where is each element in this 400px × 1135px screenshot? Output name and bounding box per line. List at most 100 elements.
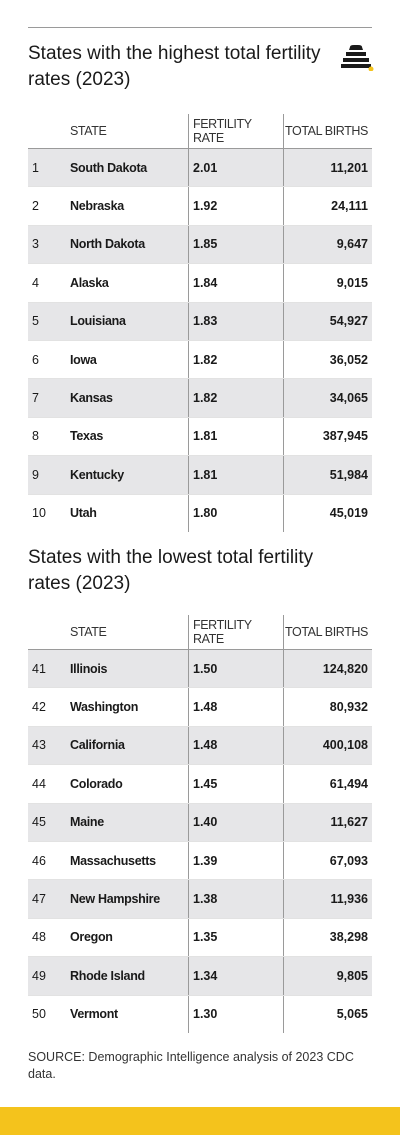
state-cell: Colorado bbox=[66, 764, 189, 804]
table-row: 5 Louisiana 1.83 54,927 bbox=[28, 302, 372, 341]
rank-cell: 48 bbox=[28, 918, 66, 958]
total-births-column-header: TOTAL BIRTHS bbox=[283, 114, 372, 149]
table-row: 41 Illinois 1.50 124,820 bbox=[28, 649, 372, 689]
total-births-cell: 36,052 bbox=[283, 340, 372, 380]
state-column-header: STATE bbox=[66, 615, 189, 650]
table-body: 41 Illinois 1.50 124,820 42 Washington 1.48 80,… bbox=[28, 649, 372, 1033]
rank-cell: 43 bbox=[28, 726, 66, 766]
fertility-rate-cell: 1.82 bbox=[188, 340, 284, 380]
state-cell: Kentucky bbox=[66, 455, 189, 495]
rank-cell: 1 bbox=[28, 148, 66, 188]
fertility-rate-cell: 2.01 bbox=[188, 148, 284, 188]
rank-cell: 42 bbox=[28, 687, 66, 727]
fertility-rate-cell: 1.38 bbox=[188, 879, 284, 919]
state-cell: Iowa bbox=[66, 340, 189, 380]
state-cell: Utah bbox=[66, 494, 189, 532]
rank-cell: 8 bbox=[28, 417, 66, 457]
state-cell: California bbox=[66, 726, 189, 766]
state-cell: Rhode Island bbox=[66, 956, 189, 996]
fertility-rate-cell: 1.50 bbox=[188, 649, 284, 689]
table-row: 45 Maine 1.40 11,627 bbox=[28, 803, 372, 842]
fertility-rate-cell: 1.81 bbox=[188, 417, 284, 457]
table-header-row: STATE FERTILITY RATE TOTAL BIRTHS bbox=[28, 615, 372, 650]
state-cell: Vermont bbox=[66, 995, 189, 1033]
rank-cell: 50 bbox=[32, 1007, 46, 1022]
table-row: 8 Texas 1.81 387,945 bbox=[28, 417, 372, 457]
fertility-rate-cell: 1.81 bbox=[188, 455, 284, 495]
fertility-rate-cell: 1.40 bbox=[188, 803, 284, 842]
total-births-cell: 124,820 bbox=[283, 649, 372, 689]
fertility-rate-cell: 1.39 bbox=[188, 841, 284, 881]
state-cell: Texas bbox=[66, 417, 189, 457]
rank-cell: 10 bbox=[32, 506, 46, 521]
state-cell: South Dakota bbox=[66, 148, 189, 188]
rank-cell: 9 bbox=[28, 455, 66, 495]
total-births-cell: 11,201 bbox=[283, 148, 372, 188]
rank-cell: 41 bbox=[28, 649, 66, 689]
rank-cell: 44 bbox=[28, 764, 66, 804]
state-cell: Oregon bbox=[66, 918, 189, 958]
source-note: SOURCE: Demographic Intelligence analysi… bbox=[28, 1050, 354, 1081]
rank-cell: 7 bbox=[28, 378, 66, 418]
total-births-cell: 54,927 bbox=[283, 302, 372, 341]
table-row: 49 Rhode Island 1.34 9,805 bbox=[28, 956, 372, 996]
total-births-cell: 400,108 bbox=[283, 726, 372, 766]
lowest-fertility-table: STATE FERTILITY RATE TOTAL BIRTHS 41 Illi… bbox=[28, 615, 372, 1033]
total-births-cell: 9,647 bbox=[283, 225, 372, 265]
state-cell: Illinois bbox=[66, 649, 189, 689]
total-births-cell: 80,932 bbox=[283, 687, 372, 727]
table-row: 47 New Hampshire 1.38 11,936 bbox=[28, 879, 372, 919]
table-row: 7 Kansas 1.82 34,065 bbox=[28, 378, 372, 418]
rank-cell: 47 bbox=[28, 879, 66, 919]
rank-cell: 3 bbox=[28, 225, 66, 265]
fertility-rate-cell: 1.82 bbox=[188, 378, 284, 418]
rank-cell: 45 bbox=[28, 803, 66, 842]
highest-fertility-table: STATE FERTILITY RATE TOTAL BIRTHS 1 South… bbox=[28, 114, 372, 532]
table-row: 2 Nebraska 1.92 24,111 bbox=[28, 186, 372, 226]
table-row: 1 South Dakota 2.01 11,201 bbox=[28, 148, 372, 188]
top-divider bbox=[28, 27, 372, 28]
table-row: 42 Washington 1.48 80,932 bbox=[28, 687, 372, 727]
total-births-cell: 34,065 bbox=[283, 378, 372, 418]
table-row: 9 Kentucky 1.81 51,984 bbox=[28, 455, 372, 495]
fertility-rate-cell: 1.48 bbox=[188, 687, 284, 727]
total-births-cell: 11,936 bbox=[283, 879, 372, 919]
table-row: 4 Alaska 1.84 9,015 bbox=[28, 263, 372, 303]
rank-cell: 46 bbox=[28, 841, 66, 881]
state-cell: New Hampshire bbox=[66, 879, 189, 919]
state-cell: Nebraska bbox=[66, 186, 189, 226]
state-cell: Maine bbox=[66, 803, 189, 842]
lowest-table-title: States with the lowest total fertility r… bbox=[28, 547, 314, 594]
state-cell: Kansas bbox=[66, 378, 189, 418]
table-row: 44 Colorado 1.45 61,494 bbox=[28, 764, 372, 804]
highest-table-title: States with the highest total fertility … bbox=[28, 43, 321, 90]
rank-column-header bbox=[28, 615, 66, 650]
table-row: 46 Massachusetts 1.39 67,093 bbox=[28, 841, 372, 881]
table-row: 43 California 1.48 400,108 bbox=[28, 726, 372, 766]
fertility-rate-cell: 1.92 bbox=[188, 186, 284, 226]
table-body: 1 South Dakota 2.01 11,201 2 Nebraska 1.92 24,1… bbox=[28, 148, 372, 532]
state-cell: North Dakota bbox=[66, 225, 189, 265]
table-row: 3 North Dakota 1.85 9,647 bbox=[28, 225, 372, 265]
total-births-cell: 67,093 bbox=[283, 841, 372, 881]
total-births-cell: 11,627 bbox=[283, 803, 372, 842]
fertility-rate-cell: 1.34 bbox=[188, 956, 284, 996]
rank-cell: 6 bbox=[28, 340, 66, 380]
rank-cell: 49 bbox=[28, 956, 66, 996]
fertility-rate-cell: 1.30 bbox=[188, 995, 284, 1033]
state-cell: Washington bbox=[66, 687, 189, 727]
fertility-rate-cell: 1.35 bbox=[188, 918, 284, 958]
total-births-cell: 51,984 bbox=[283, 455, 372, 495]
total-births-cell: 5,065 bbox=[336, 1007, 368, 1022]
fertility-rate-cell: 1.85 bbox=[188, 225, 284, 265]
stacked-bars-logo-icon bbox=[341, 45, 374, 71]
total-births-cell: 9,805 bbox=[283, 956, 372, 996]
fertility-rate-cell: 1.48 bbox=[188, 726, 284, 766]
state-column-header: STATE bbox=[66, 114, 189, 149]
footer-accent-bar bbox=[0, 1107, 400, 1135]
rank-cell: 2 bbox=[28, 186, 66, 226]
rank-column-header bbox=[28, 114, 66, 149]
fertility-rate-column-header: FERTILITY RATE bbox=[188, 615, 284, 650]
state-cell: Alaska bbox=[66, 263, 189, 303]
state-cell: Louisiana bbox=[66, 302, 189, 341]
